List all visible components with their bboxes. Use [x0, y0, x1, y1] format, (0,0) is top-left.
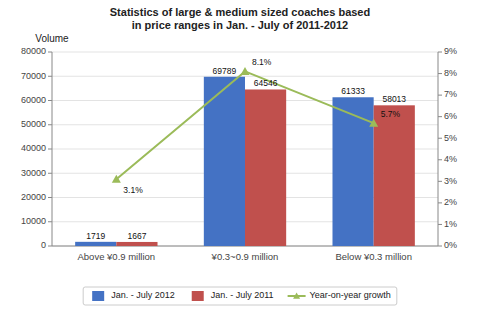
tick-label: 9%: [444, 46, 457, 56]
tick-label: 7%: [444, 89, 457, 99]
legend-swatch: [192, 291, 204, 301]
tick-label: 5%: [444, 133, 457, 143]
axis-line: [438, 52, 439, 246]
tick: [438, 116, 442, 117]
axis-label: Volume: [35, 33, 69, 44]
tick: [438, 95, 442, 96]
line: [116, 71, 373, 179]
tick-label: 4%: [444, 154, 457, 164]
legend-label: Jan. - July 2011: [211, 290, 274, 300]
data-label: 3.1%: [123, 185, 143, 195]
tick-label: 50000: [21, 119, 46, 129]
plot-area: [75, 67, 415, 246]
tick-label: 40000: [21, 143, 46, 153]
marker: [241, 67, 250, 75]
marker: [112, 175, 121, 183]
category-label: Below ¥0.3 million: [335, 251, 412, 262]
tick-label: 30000: [21, 168, 46, 178]
tick: [48, 197, 52, 198]
tick: [438, 224, 442, 225]
legend-label: Year-on-year growth: [310, 290, 391, 300]
data-label: 58013: [382, 94, 406, 104]
tick: [438, 246, 442, 247]
bar: [75, 242, 116, 246]
tick: [48, 221, 52, 222]
legend-item: Jan. - July 2011: [192, 290, 274, 301]
tick-label: 60000: [21, 95, 46, 105]
legend-item: Jan. - July 2012: [92, 290, 175, 301]
tick: [438, 138, 442, 139]
title-line: in price ranges in Jan. - July of 2011-2…: [132, 19, 348, 31]
legend-label: Jan. - July 2012: [111, 290, 175, 300]
chart: Statistics of large & medium sized coach…: [0, 0, 480, 320]
data-label: 64546: [254, 78, 278, 88]
data-label: 8.1%: [252, 57, 272, 67]
tick-label: 2%: [444, 197, 457, 207]
tick-label: 0: [41, 240, 46, 250]
tick-label: 10000: [21, 216, 46, 226]
title-line: Statistics of large & medium sized coach…: [110, 6, 370, 18]
tick: [438, 73, 442, 74]
category-label: Above ¥0.9 million: [78, 251, 156, 262]
bar: [245, 89, 286, 246]
tick: [48, 124, 52, 125]
legend-swatch: [92, 291, 104, 301]
tick: [438, 52, 442, 53]
tick: [438, 202, 442, 203]
y-axis: 0 10000 20000 30000 40000 50000 60000 70000 8000…: [21, 46, 52, 250]
tick-label: 8%: [444, 68, 457, 78]
tick: [48, 149, 52, 150]
data-label: 61333: [341, 86, 365, 96]
category-label: ¥0.3~0.9 million: [211, 251, 279, 262]
y2-axis: 0% 1% 2% 3% 4% 5% 6% 7% 8% 9%: [438, 46, 457, 250]
tick-label: 70000: [21, 71, 46, 81]
tick: [48, 76, 52, 77]
tick: [48, 100, 52, 101]
grid-line: [52, 52, 438, 53]
tick-label: 3%: [444, 176, 457, 186]
tick-label: 6%: [444, 111, 457, 121]
tick: [438, 181, 442, 182]
title: Statistics of large & medium sized coach…: [110, 6, 370, 31]
data-label: 1667: [127, 231, 146, 241]
legend-swatch: [293, 293, 300, 299]
tick: [48, 173, 52, 174]
data-label: 1719: [86, 231, 105, 241]
legend: Jan. - July 2012 Jan. - July 2011 Year-on-…: [83, 287, 397, 305]
grid-line: [52, 76, 438, 77]
legend-box: [83, 287, 397, 305]
tick: [438, 159, 442, 160]
grid: [52, 52, 438, 246]
x-axis: Above ¥0.9 million ¥0.3~0.9 million Below …: [52, 246, 438, 262]
data-label: 5.7%: [381, 109, 401, 119]
tick: [48, 52, 52, 53]
data-labels: 1719 69789 61333 1667 64546 58013 3.1% 8.1% 5.7%: [86, 57, 406, 241]
bar: [204, 77, 245, 246]
tick-label: 0%: [444, 240, 457, 250]
bar: [374, 105, 415, 246]
tick-label: 80000: [21, 46, 46, 56]
marker: [369, 119, 378, 127]
legend-item: Year-on-year growth: [288, 290, 391, 300]
bar: [116, 242, 157, 246]
tick-label: 20000: [21, 192, 46, 202]
tick: [48, 246, 52, 247]
data-label: 69789: [213, 66, 237, 76]
tick-label: 1%: [444, 219, 457, 229]
